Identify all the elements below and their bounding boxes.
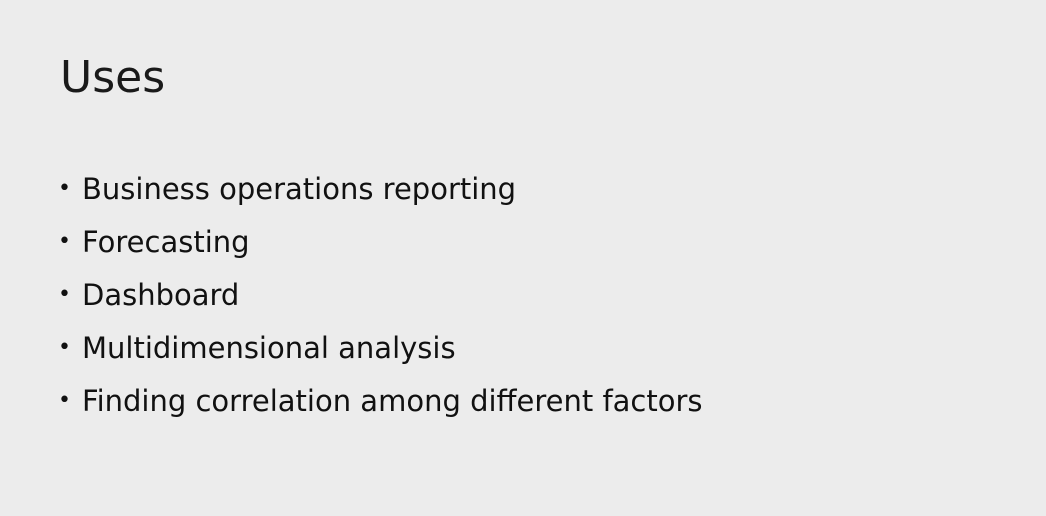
bullet-icon: • xyxy=(58,387,71,413)
bullet-icon: • xyxy=(58,281,71,307)
list-item: • Dashboard xyxy=(58,268,703,321)
slide-title: Uses xyxy=(60,52,166,103)
bullet-icon: • xyxy=(58,334,71,360)
list-item: • Forecasting xyxy=(58,215,703,268)
list-item-text: Business operations reporting xyxy=(82,171,517,206)
bullet-icon: • xyxy=(58,175,71,201)
list-item: • Finding correlation among different fa… xyxy=(58,374,703,427)
list-item-text: Finding correlation among different fact… xyxy=(82,383,703,418)
list-item: • Business operations reporting xyxy=(58,162,703,215)
list-item-text: Multidimensional analysis xyxy=(82,330,456,365)
list-item: • Multidimensional analysis xyxy=(58,321,703,374)
list-item-text: Dashboard xyxy=(82,277,240,312)
bullet-list: • Business operations reporting • Foreca… xyxy=(58,162,703,427)
bullet-icon: • xyxy=(58,228,71,254)
list-item-text: Forecasting xyxy=(82,224,250,259)
